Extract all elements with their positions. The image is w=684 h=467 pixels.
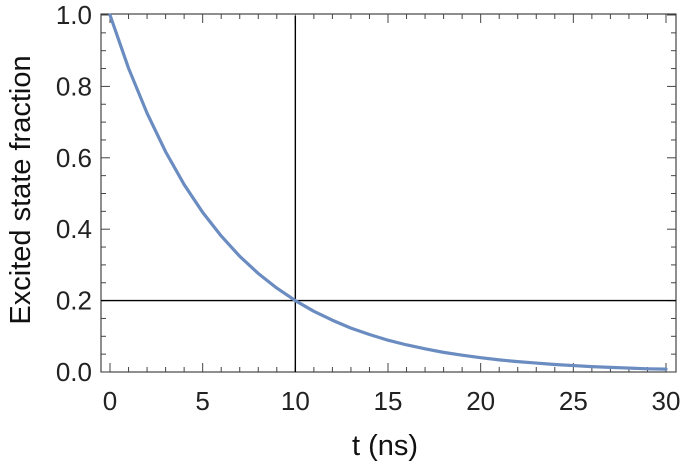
x-tick-label: 20 [466, 386, 495, 416]
decay-curve [108, 13, 668, 371]
x-tick-label: 5 [195, 386, 209, 416]
x-axis-label: t (ns) [352, 430, 418, 462]
axes [100, 13, 677, 373]
series [108, 13, 668, 371]
x-tick-label: 10 [281, 386, 310, 416]
x-tick-label: 15 [374, 386, 403, 416]
y-tick-label: 1.0 [56, 0, 92, 30]
x-tick-label: 25 [559, 386, 588, 416]
x-tick-label: 30 [652, 386, 681, 416]
y-tick-label: 0.4 [56, 214, 92, 244]
reference-lines [101, 16, 676, 372]
ticks [101, 14, 676, 373]
plot-frame [100, 13, 677, 373]
y-tick-label: 0.6 [56, 143, 92, 173]
x-tick-label: 0 [103, 386, 117, 416]
tick-labels: 0 5 10 15 20 25 30 0.0 0.2 0.4 0.6 0.8 1.0 [56, 0, 681, 416]
y-tick-label: 0.8 [56, 71, 92, 101]
y-tick-label: 0.0 [56, 357, 92, 387]
y-axis-label: Excited state fraction [5, 55, 37, 324]
y-tick-label: 0.2 [56, 286, 92, 316]
